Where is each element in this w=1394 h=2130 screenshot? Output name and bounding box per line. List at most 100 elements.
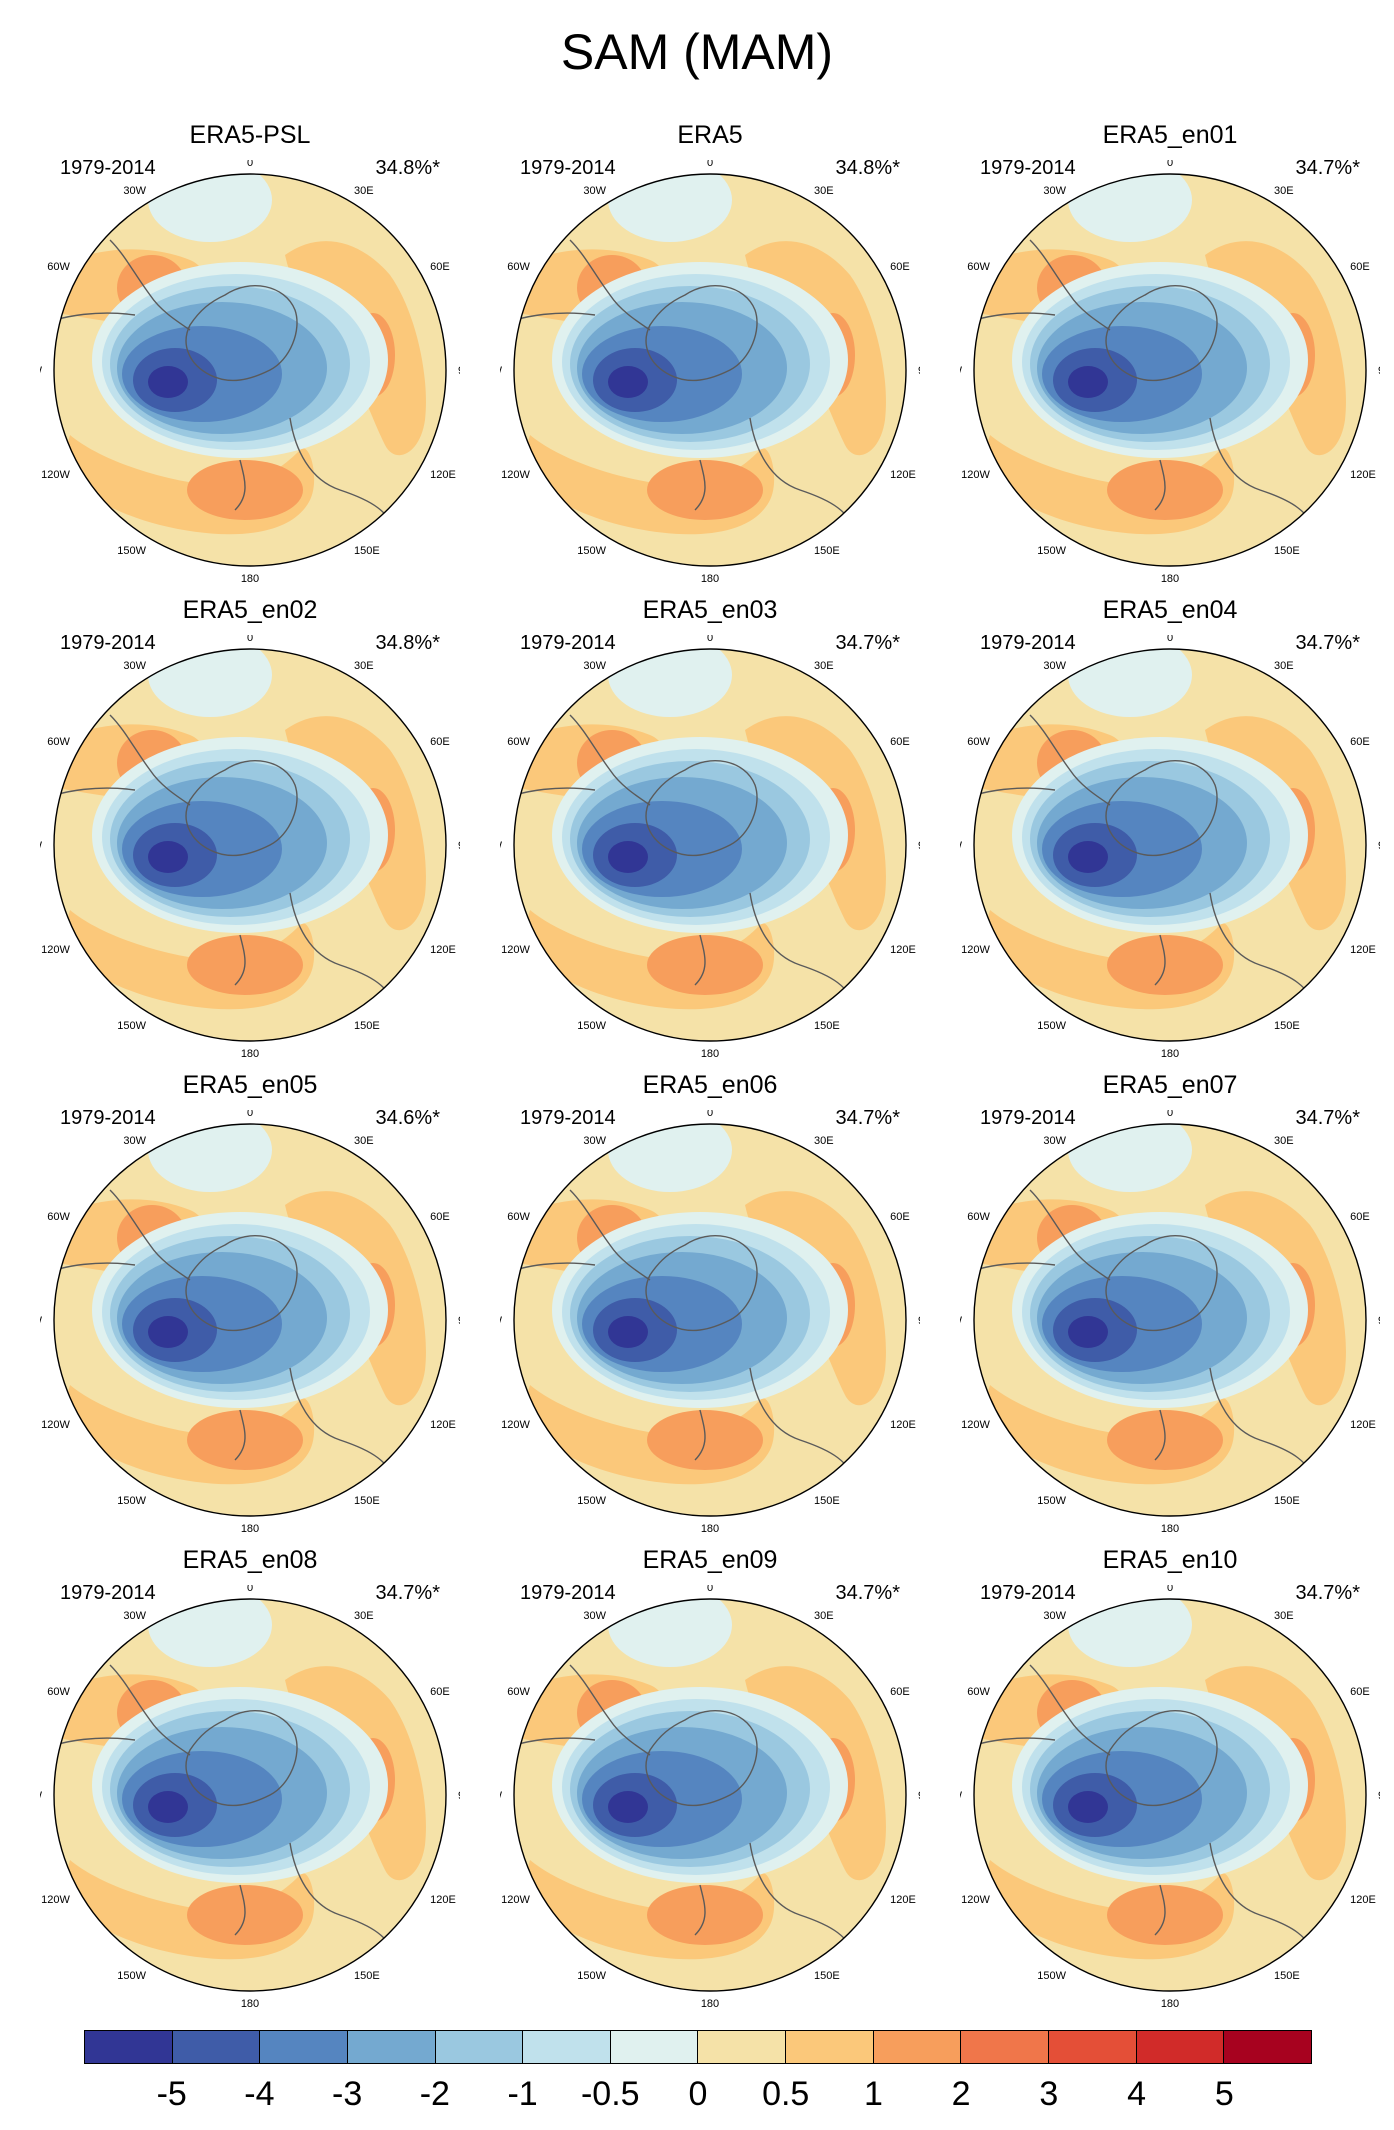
- colorbar-tick-label: -0.5: [580, 2075, 640, 2113]
- longitude-label: 180: [1161, 1523, 1179, 1535]
- panel-period: 1979-2014: [520, 632, 616, 654]
- longitude-label: 90E: [918, 1790, 920, 1802]
- longitude-label: 90E: [458, 365, 460, 377]
- map-panel: ERA5-PSL 1979-2014 34.8%* 0 30E 60E 90E 120E 150…: [40, 120, 460, 590]
- colorbar-swatch: [260, 2031, 348, 2063]
- panel-period: 1979-2014: [520, 1107, 616, 1129]
- coastline: [1105, 285, 1218, 382]
- coastline: [1029, 714, 1111, 806]
- polar-map: 0 30E 60E 90E 120E 150E 180 150W 120W 90W 60W 30W: [500, 635, 920, 1060]
- longitude-label: 30E: [1274, 1135, 1294, 1147]
- map-outline: [53, 648, 447, 1042]
- longitude-label: 30E: [354, 185, 374, 197]
- coastline: [234, 934, 246, 986]
- longitude-label: 120W: [501, 1419, 530, 1431]
- longitude-label: 90E: [1378, 1790, 1380, 1802]
- longitude-label: 90E: [918, 365, 920, 377]
- coastline: [694, 1884, 706, 1936]
- coastline: [54, 787, 136, 801]
- longitude-label: 90E: [458, 1315, 460, 1327]
- longitude-label: 0: [707, 160, 713, 169]
- longitude-label: 180: [701, 1998, 719, 2010]
- coastline: [54, 1737, 136, 1751]
- figure-title: SAM (MAM): [560, 24, 834, 80]
- field-contour: [148, 1316, 188, 1348]
- longitude-label: 60W: [507, 736, 530, 748]
- longitude-label: 120W: [41, 1419, 70, 1431]
- coastline: [109, 1664, 191, 1756]
- longitude-label: 30W: [123, 185, 146, 197]
- field-contour: [1068, 366, 1108, 398]
- longitude-label: 150E: [814, 1495, 840, 1507]
- longitude-label: 120W: [41, 1894, 70, 1906]
- longitude-label: 120E: [1350, 1894, 1376, 1906]
- longitude-label: 120E: [890, 944, 916, 956]
- map-outline: [973, 1123, 1367, 1517]
- longitude-label: 60W: [47, 261, 70, 273]
- field-contour: [148, 174, 272, 242]
- longitude-label: 120E: [890, 1419, 916, 1431]
- longitude-label: 60E: [1350, 1686, 1370, 1698]
- coastline: [1154, 1409, 1166, 1461]
- longitude-label: 150E: [1274, 545, 1300, 557]
- longitude-label: 180: [1161, 1998, 1179, 2010]
- map-outline: [53, 1598, 447, 1992]
- longitude-label: 90E: [458, 1790, 460, 1802]
- longitude-label: 90W: [960, 1790, 963, 1802]
- longitude-label: 150E: [354, 1020, 380, 1032]
- coastline: [54, 1262, 136, 1276]
- panel-variance-explained: 34.8%*: [375, 157, 441, 179]
- coastline: [185, 760, 298, 857]
- colorbar-boxes: [84, 2030, 1312, 2064]
- longitude-label: 120E: [1350, 944, 1376, 956]
- coastline: [514, 312, 596, 326]
- longitude-label: 0: [247, 160, 253, 169]
- coastline: [185, 1710, 298, 1807]
- longitude-label: 90E: [1378, 840, 1380, 852]
- colorbar-tick-label: -1: [507, 2075, 538, 2113]
- panel-period: 1979-2014: [60, 632, 156, 654]
- field-contour: [1068, 841, 1108, 873]
- longitude-label: 120W: [961, 1419, 990, 1431]
- polar-map: 0 30E 60E 90E 120E 150E 180 150W 120W 90W 60W 30W: [40, 1585, 460, 2010]
- polar-map: 0 30E 60E 90E 120E 150E 180 150W 120W 90W 60W 30W: [960, 160, 1380, 585]
- longitude-label: 60W: [47, 1686, 70, 1698]
- map-panel: ERA5 1979-2014 34.8%* 0 30E 60E 90E 120E 150E 180…: [500, 120, 920, 590]
- panel-title: ERA5_en09: [642, 1546, 778, 1574]
- longitude-label: 180: [241, 1523, 259, 1535]
- polar-map: 0 30E 60E 90E 120E 150E 180 150W 120W 90W 60W 30W: [960, 635, 1380, 1060]
- longitude-label: 120E: [890, 1894, 916, 1906]
- longitude-label: 150W: [577, 1020, 606, 1032]
- longitude-label: 60E: [430, 1211, 450, 1223]
- field-contour: [148, 841, 188, 873]
- longitude-label: 60E: [890, 1686, 910, 1698]
- map-panel: ERA5_en01 1979-2014 34.7%* 0 30E 60E 90E 120E 15…: [960, 120, 1380, 590]
- longitude-label: 60E: [430, 261, 450, 273]
- coastline: [569, 239, 651, 331]
- polar-map: 0 30E 60E 90E 120E 150E 180 150W 120W 90W 60W 30W: [40, 1110, 460, 1535]
- longitude-label: 30E: [1274, 660, 1294, 672]
- longitude-label: 120W: [41, 944, 70, 956]
- longitude-label: 30E: [814, 1610, 834, 1622]
- map-outline: [513, 173, 907, 567]
- longitude-label: 120E: [890, 469, 916, 481]
- coastline: [974, 1737, 1056, 1751]
- longitude-label: 60W: [47, 1211, 70, 1223]
- panel-period: 1979-2014: [980, 632, 1076, 654]
- colorbar-tick-label: 0: [688, 2075, 708, 2113]
- coastline: [514, 1737, 596, 1751]
- longitude-label: 120W: [501, 1894, 530, 1906]
- map-outline: [53, 173, 447, 567]
- longitude-label: 30W: [1043, 1610, 1066, 1622]
- panel-title: ERA5-PSL: [189, 121, 311, 149]
- field-contour: [608, 1316, 648, 1348]
- longitude-label: 150W: [117, 1495, 146, 1507]
- longitude-label: 30E: [354, 1135, 374, 1147]
- map-outline: [513, 648, 907, 1042]
- field-contour: [148, 1124, 272, 1192]
- longitude-label: 60W: [967, 1211, 990, 1223]
- longitude-label: 150E: [1274, 1020, 1300, 1032]
- longitude-label: 90W: [40, 365, 43, 377]
- panel-title: ERA5_en01: [1102, 121, 1238, 149]
- panel-variance-explained: 34.7%*: [835, 1107, 901, 1129]
